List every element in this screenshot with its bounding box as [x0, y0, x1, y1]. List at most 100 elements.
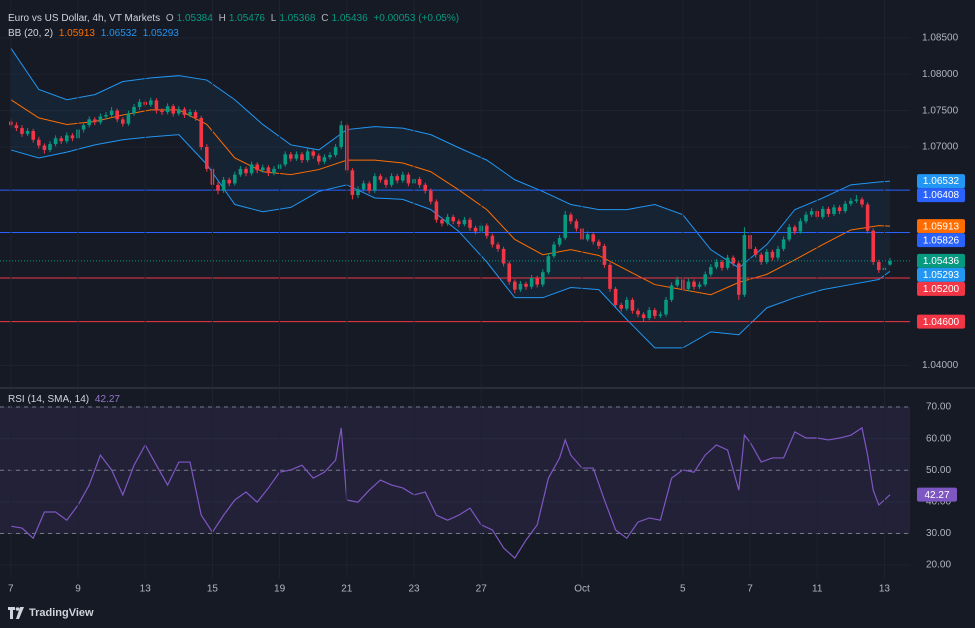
candle-body	[305, 151, 310, 161]
y-tick-label: 1.08000	[922, 69, 959, 80]
candle-body	[261, 167, 265, 171]
candle-body	[720, 262, 724, 268]
candle-body	[266, 167, 271, 174]
ohlc-value: 1.05476	[228, 13, 265, 24]
ohlc-key: O	[165, 13, 174, 24]
candle-body	[137, 101, 142, 107]
candle-body	[860, 199, 864, 205]
candle-body	[541, 272, 545, 285]
candle-body	[518, 283, 523, 290]
candle-body	[389, 176, 394, 185]
price-label: 1.05200	[923, 284, 960, 295]
candle-body	[759, 254, 763, 263]
candle-body	[742, 235, 747, 295]
candle-body	[300, 154, 304, 161]
candle-body	[48, 144, 52, 150]
candle-body	[333, 147, 338, 156]
candle-body	[65, 135, 69, 142]
x-tick-label: 19	[274, 584, 286, 595]
brand: TradingView	[8, 605, 94, 621]
candle-body	[25, 131, 30, 134]
rsi-legend: RSI (14, SMA, 14) 42.27	[8, 394, 123, 405]
candle-body	[585, 234, 590, 240]
candle-body	[865, 204, 870, 231]
price-label: 1.06408	[923, 190, 960, 201]
candle-body	[675, 279, 679, 286]
bb-lower-value: 1.05293	[142, 28, 179, 39]
candle-body	[98, 116, 103, 123]
candle-body	[249, 164, 254, 174]
candle-body	[109, 110, 114, 115]
candle-body	[602, 245, 607, 265]
candle-body	[154, 100, 159, 111]
candle-body	[429, 190, 433, 202]
rsi-label: RSI (14, SMA, 14)	[8, 394, 90, 405]
x-tick-label: 13	[879, 584, 891, 595]
candle-body	[658, 314, 663, 316]
candle-body	[697, 284, 702, 287]
ohlc-key: L	[270, 13, 277, 24]
rsi-line	[10, 426, 891, 560]
ohlc-value: 1.05368	[279, 13, 316, 24]
candle-body	[417, 179, 422, 185]
candle-body	[182, 109, 187, 115]
candle-body	[563, 214, 567, 238]
candle-body	[445, 216, 450, 224]
price-label-bg	[917, 188, 965, 203]
candle-body	[115, 110, 119, 120]
candle-body	[221, 179, 226, 191]
candle-body	[546, 256, 551, 273]
x-tick-label: 23	[408, 584, 420, 595]
candle-body	[317, 155, 321, 162]
candle-body	[787, 227, 791, 240]
candle-body	[14, 125, 19, 129]
ohlc-key: C	[321, 13, 329, 24]
candle-body	[311, 151, 315, 156]
candle-body	[557, 237, 562, 245]
ohlc-value: 1.05384	[176, 13, 213, 24]
candle-body	[165, 106, 170, 113]
candle-body	[373, 176, 377, 191]
rsi-tick-label: 30.00	[926, 528, 951, 539]
candle-body	[339, 125, 343, 148]
candle-body	[87, 119, 91, 126]
candle-body	[93, 119, 97, 123]
candle-body	[104, 114, 108, 117]
candle-body	[496, 244, 500, 249]
candle-body	[664, 299, 668, 315]
candle-body	[294, 154, 299, 159]
candle-body	[177, 109, 181, 114]
y-tick-label: 1.08500	[922, 32, 959, 43]
candle-body	[597, 241, 601, 246]
rsi-current-label: 42.27	[924, 490, 949, 501]
candle-body	[205, 147, 209, 169]
x-tick-label: 7	[747, 584, 753, 595]
ohlc-key: H	[218, 13, 226, 24]
candle-body	[149, 100, 153, 105]
bb-basis-value: 1.05913	[58, 28, 95, 39]
candle-body	[283, 154, 287, 165]
rsi-band	[0, 407, 910, 534]
candle-body	[350, 170, 355, 196]
candle-body	[367, 183, 371, 191]
candle-body	[641, 314, 646, 319]
candle-body	[501, 248, 506, 264]
candle-body	[809, 211, 814, 215]
candle-body	[406, 174, 411, 184]
candle-body	[244, 168, 248, 174]
x-tick-label: 15	[207, 584, 219, 595]
price-label-bg	[917, 281, 965, 296]
candle-body	[692, 281, 696, 287]
candle-body	[42, 145, 47, 150]
candle-body	[356, 189, 360, 196]
candle-body	[423, 184, 427, 191]
change: +0.00053 (+0.05%)	[373, 13, 460, 24]
x-tick-label: 7	[8, 584, 14, 595]
candle-body	[507, 263, 511, 282]
candle-body	[126, 113, 131, 124]
bb-lower	[10, 134, 891, 349]
candle-body	[888, 260, 892, 265]
candle-body	[569, 214, 573, 222]
